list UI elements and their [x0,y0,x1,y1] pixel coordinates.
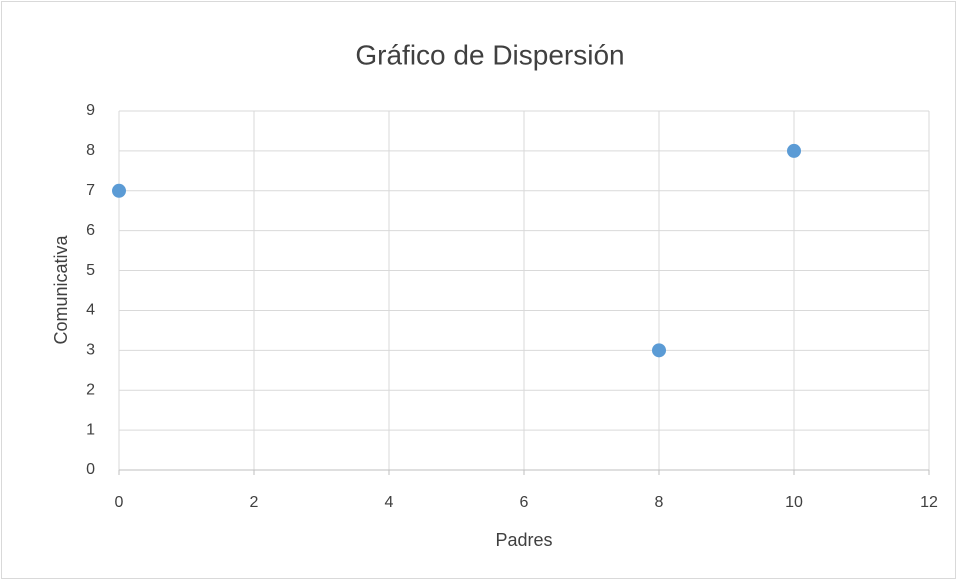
y-tick-label: 0 [86,461,95,478]
x-tick-label: 4 [385,494,394,511]
x-tick-label: 12 [920,494,938,511]
x-tick-label: 6 [520,494,529,511]
y-axis-title: Comunicativa [51,234,71,344]
x-axis-title: Padres [495,530,552,550]
y-tick-label: 1 [86,421,95,438]
y-tick-label: 7 [86,182,95,199]
point [112,183,126,198]
x-tick-label: 10 [785,494,803,511]
y-tick-label: 9 [86,102,95,119]
point [787,143,801,158]
chart-title: Gráfico de Dispersión [355,39,624,70]
y-tick-label: 3 [86,342,95,359]
y-tick-label: 8 [86,142,95,159]
y-tick-label: 5 [86,262,95,279]
y-tick-label: 6 [86,222,95,239]
y-tick-label: 4 [86,302,95,319]
x-tick-label: 2 [250,494,259,511]
x-tick-label: 8 [655,494,664,511]
y-tick-label: 2 [86,381,95,398]
x-tick-label: 0 [115,494,124,511]
point [652,343,666,358]
